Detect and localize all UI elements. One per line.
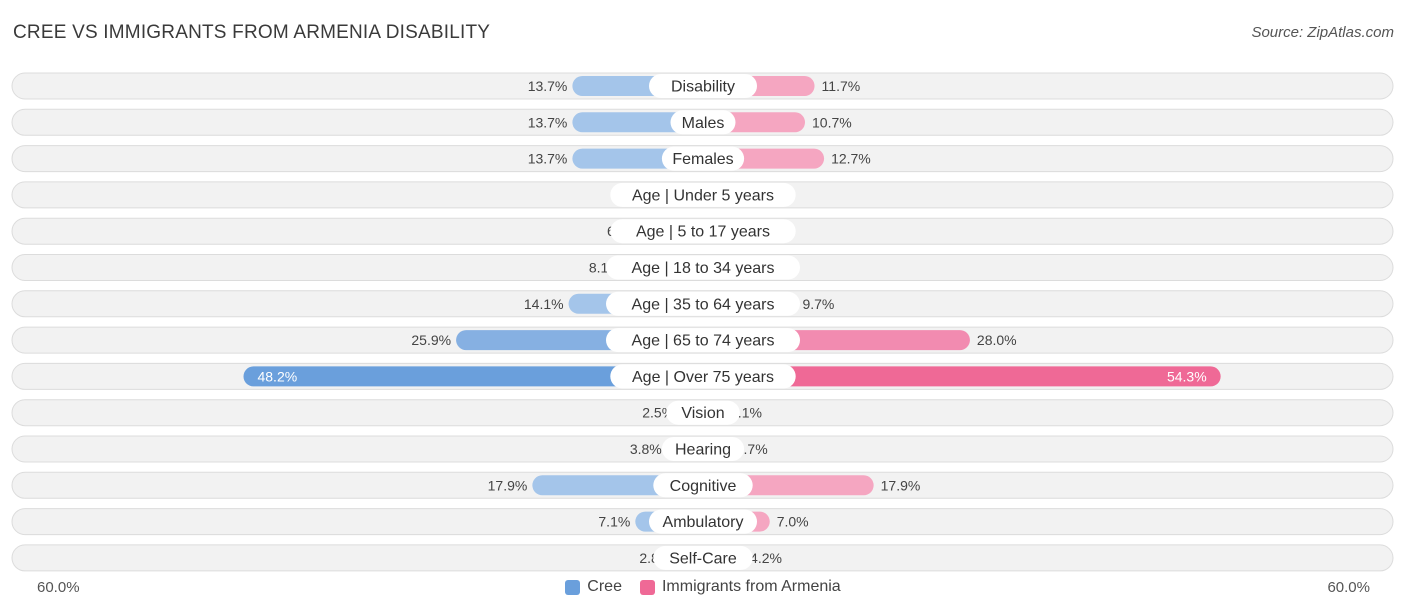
category-label-disability: Disability — [671, 79, 735, 96]
category-label-age-65-to-74-years: Age | 65 to 74 years — [632, 333, 775, 350]
category-pill-age-18-to-34-years — [606, 255, 800, 280]
category-pill-age-65-to-74-years — [606, 328, 800, 353]
value-cree-males: 13.7% — [528, 114, 568, 130]
category-label-age-over-75-years: Age | Over 75 years — [632, 369, 774, 386]
value-cree-ambulatory: 7.1% — [598, 514, 630, 530]
category-label-age-under-5-years: Age | Under 5 years — [632, 187, 774, 204]
value-armenia-ambulatory: 7.0% — [777, 514, 809, 530]
category-label-self-care: Self-Care — [669, 550, 737, 567]
value-cree-age-over-75-years: 48.2% — [257, 368, 297, 384]
source-label: Source: ZipAtlas.com — [1251, 24, 1394, 41]
category-pill-self-care — [653, 545, 753, 570]
value-armenia-self-care: 4.2% — [750, 550, 782, 566]
bar-cree-age-over-75-years — [243, 366, 703, 387]
category-pill-vision — [666, 400, 740, 425]
value-armenia-males: 10.7% — [812, 114, 852, 130]
bar-cree-males — [572, 112, 703, 133]
category-label-age-5-to-17-years: Age | 5 to 17 years — [636, 224, 770, 241]
diverging-bar-chart: 13.7% 11.7% Disability 13.7% 10.7% Males 13.7%… — [11, 72, 1394, 572]
category-pill-age-35-to-64-years — [606, 291, 800, 316]
category-pill-cognitive — [653, 473, 753, 498]
category-label-vision: Vision — [681, 405, 724, 422]
axis-right-label: 60.0% — [1327, 579, 1370, 596]
category-pill-age-5-to-17-years — [610, 219, 796, 244]
legend-swatch-armenia — [639, 579, 655, 595]
value-cree-females: 13.7% — [528, 151, 568, 167]
value-armenia-disability: 11.7% — [822, 78, 861, 94]
value-armenia-age-65-to-74-years: 28.0% — [977, 332, 1017, 348]
category-pill-ambulatory — [649, 509, 757, 534]
category-pill-females — [661, 146, 745, 171]
value-armenia-age-35-to-64-years: 9.7% — [802, 296, 834, 312]
value-armenia-hearing: 2.7% — [736, 441, 768, 457]
category-pill-disability — [649, 74, 757, 98]
legend-label-cree: Cree — [587, 578, 622, 595]
category-label-ambulatory: Ambulatory — [663, 514, 744, 531]
legend-item-cree: Cree — [565, 578, 622, 596]
legend: Cree Immigrants from Armenia — [0, 578, 1406, 596]
value-cree-cognitive: 17.9% — [488, 477, 528, 493]
bar-armenia-age-over-75-years — [703, 366, 1221, 387]
category-label-age-18-to-34-years: Age | 18 to 34 years — [632, 260, 775, 277]
category-label-males: Males — [682, 115, 725, 132]
chart-title: CREE VS IMMIGRANTS FROM ARMENIA DISABILI… — [13, 22, 491, 43]
category-pill-age-under-5-years — [610, 182, 796, 207]
category-pill-males — [670, 110, 736, 135]
value-armenia-females: 12.7% — [831, 151, 871, 167]
category-pill-age-over-75-years — [610, 364, 796, 389]
value-cree-hearing: 3.8% — [630, 441, 662, 457]
value-armenia-age-over-75-years: 54.3% — [1167, 368, 1207, 384]
axis-left-label: 60.0% — [37, 579, 80, 596]
category-pill-hearing — [661, 437, 745, 461]
category-label-age-35-to-64-years: Age | 35 to 64 years — [632, 296, 775, 313]
legend-label-armenia: Immigrants from Armenia — [661, 578, 841, 595]
category-label-cognitive: Cognitive — [670, 478, 737, 495]
legend-item-armenia: Immigrants from Armenia — [639, 578, 841, 596]
legend-swatch-cree — [565, 579, 581, 595]
value-cree-age-35-to-64-years: 14.1% — [524, 296, 564, 312]
value-armenia-cognitive: 17.9% — [881, 477, 921, 493]
category-label-hearing: Hearing — [675, 442, 731, 459]
value-cree-disability: 13.7% — [528, 78, 568, 94]
category-label-females: Females — [672, 151, 733, 168]
value-cree-age-65-to-74-years: 25.9% — [411, 332, 451, 348]
value-cree-vision: 2.5% — [642, 405, 674, 421]
